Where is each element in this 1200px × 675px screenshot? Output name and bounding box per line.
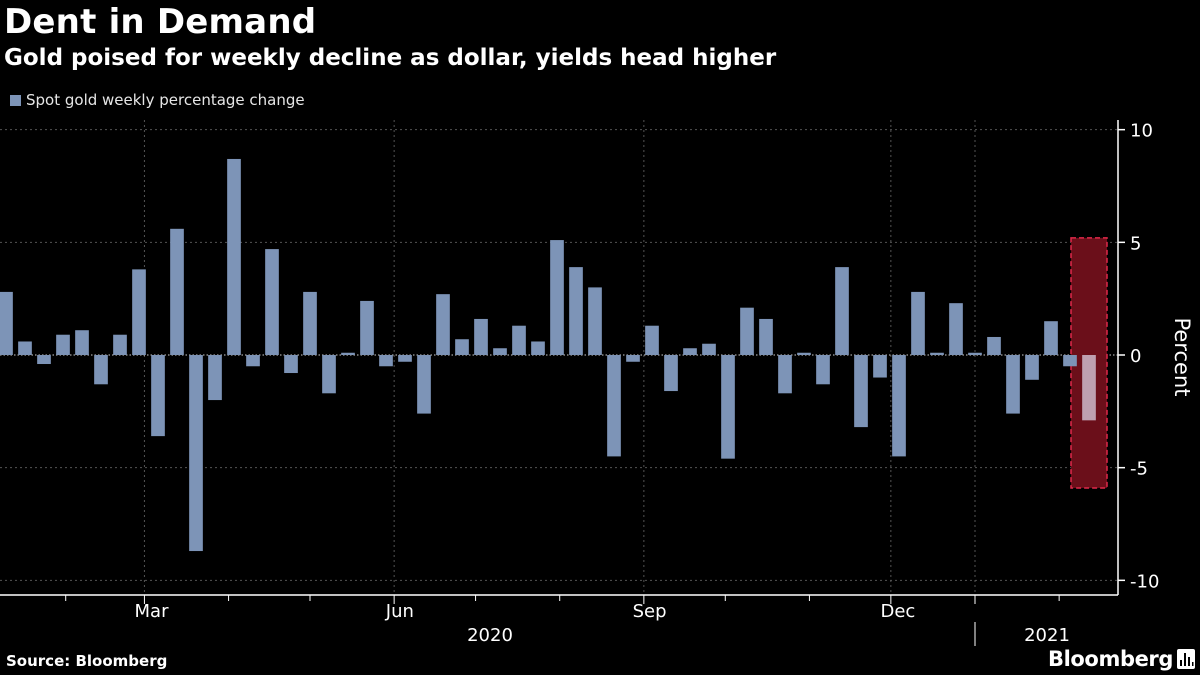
bar — [18, 341, 32, 355]
x-year-label: 2021 — [1024, 625, 1070, 646]
bar — [911, 291, 925, 355]
bar — [531, 341, 545, 355]
bar — [170, 228, 184, 355]
y-tick-label: -10 — [1130, 571, 1159, 592]
bar — [550, 240, 564, 355]
x-month-label: Sep — [633, 601, 667, 622]
bar — [208, 355, 222, 401]
bar — [37, 355, 51, 365]
bar — [949, 303, 963, 355]
y-axis-label: Percent — [1170, 317, 1194, 396]
x-year-label: 2020 — [467, 625, 513, 646]
legend-label: Spot gold weekly percentage change — [26, 91, 305, 109]
bar — [132, 269, 146, 355]
bar — [113, 334, 127, 355]
legend: Spot gold weekly percentage change — [10, 91, 305, 109]
bar — [854, 355, 868, 428]
bar — [683, 348, 697, 355]
bar — [873, 355, 887, 378]
bar — [0, 291, 13, 355]
bar — [797, 352, 811, 355]
x-month-label: Jun — [385, 601, 414, 622]
bar — [607, 355, 621, 457]
bar — [284, 355, 298, 374]
grid-layer — [0, 120, 1118, 595]
bar — [645, 325, 659, 355]
bar — [417, 355, 431, 414]
bar — [360, 300, 374, 355]
bar — [1006, 355, 1020, 414]
bar — [303, 291, 317, 355]
y-tick-label: 0 — [1130, 346, 1141, 367]
bar — [835, 267, 849, 355]
bar — [151, 355, 165, 437]
bar — [436, 294, 450, 355]
x-month-label: Mar — [135, 601, 170, 622]
chart-subtitle: Gold poised for weekly decline as dollar… — [4, 45, 777, 71]
bar — [455, 339, 469, 355]
bar — [588, 287, 602, 355]
legend-swatch — [10, 94, 21, 106]
bar — [265, 249, 279, 355]
bar — [569, 267, 583, 355]
bar — [493, 348, 507, 355]
bar — [987, 336, 1001, 355]
axis-layer: 10 5 0 -5 -10 Mar Jun Sep Dec 2020 2021 Percent — [0, 120, 1194, 646]
brand-logo: Bloomberg — [1048, 647, 1174, 671]
bar — [702, 343, 716, 355]
bloomberg-terminal-icon — [1177, 649, 1195, 669]
bar — [398, 355, 412, 362]
y-tick-label: 10 — [1130, 121, 1153, 142]
bar — [341, 352, 355, 355]
bar — [626, 355, 640, 362]
bar — [968, 352, 982, 355]
bar — [56, 334, 70, 355]
bar — [227, 158, 241, 355]
bar — [322, 355, 336, 394]
bar — [94, 355, 108, 385]
bar — [740, 307, 754, 355]
bar — [892, 355, 906, 457]
bar — [512, 325, 526, 355]
bar — [1044, 321, 1058, 355]
bar — [189, 355, 203, 552]
x-month-label: Dec — [881, 601, 916, 622]
chart-title: Dent in Demand — [4, 2, 317, 42]
source-note: Source: Bloomberg — [6, 652, 168, 670]
bar — [474, 318, 488, 355]
y-tick-label: -5 — [1130, 459, 1148, 480]
bar-layer — [0, 158, 1096, 552]
bar — [75, 330, 89, 355]
bar — [246, 355, 260, 367]
bar — [379, 355, 393, 367]
y-tick-label: 5 — [1130, 233, 1141, 254]
bar — [930, 352, 944, 355]
bar — [759, 318, 773, 355]
bar — [816, 355, 830, 385]
bar — [778, 355, 792, 394]
bar — [664, 355, 678, 392]
bar — [1063, 355, 1077, 367]
bar — [721, 355, 735, 459]
bar-highlighted — [1082, 355, 1096, 421]
bar — [1025, 355, 1039, 380]
